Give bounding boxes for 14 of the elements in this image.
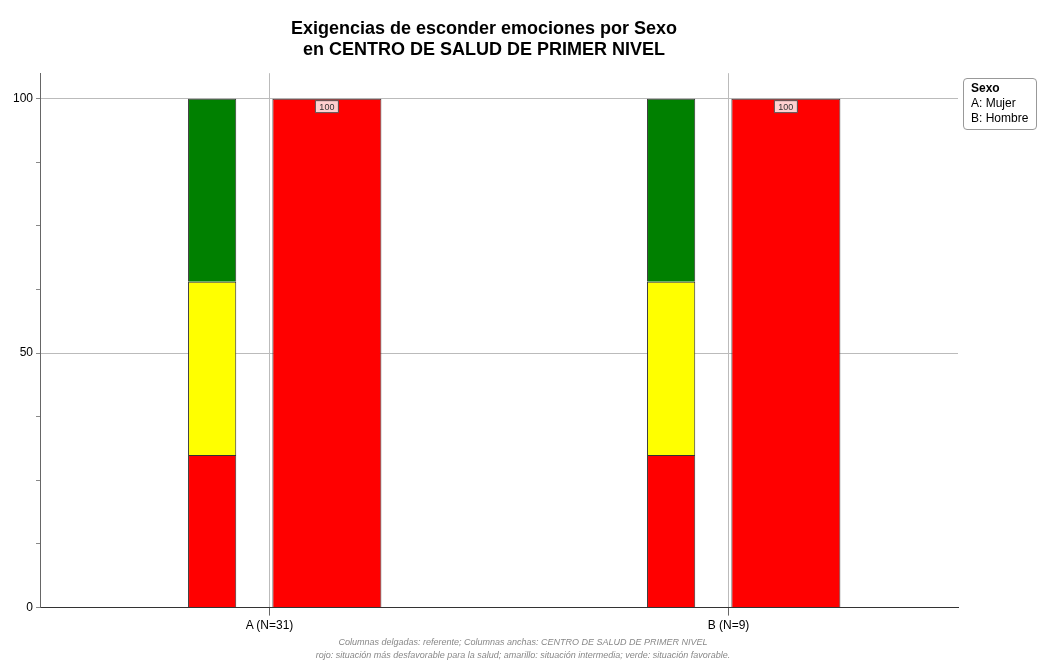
chart-title: Exigencias de esconder emociones por Sexo	[290, 17, 678, 38]
text: Columnas delgadas: referente; Columnas anchas: CENTRO DE SALUD DE PRIMER NIVEL	[337, 636, 709, 649]
y-tick-label: 50	[19, 345, 34, 360]
data-label: 100	[319, 101, 335, 112]
data-label: 100	[778, 101, 794, 112]
text: A: Mujer	[971, 96, 1017, 111]
text: rojo: situación más desfavorable para la salud; amarillo: situación intermedia; verde: situación favorable.	[314, 649, 732, 662]
text: B: Hombre	[971, 111, 1029, 126]
legend-title: Sexo	[971, 81, 1001, 96]
x-tick-label: B (N=9)	[707, 618, 750, 633]
x-tick-label: A (N=31)	[245, 618, 294, 633]
y-tick-label: 100	[12, 90, 34, 105]
chart-subtitle: en CENTRO DE SALUD DE PRIMER NIVEL	[302, 39, 666, 60]
y-tick-label: 0	[26, 599, 34, 614]
